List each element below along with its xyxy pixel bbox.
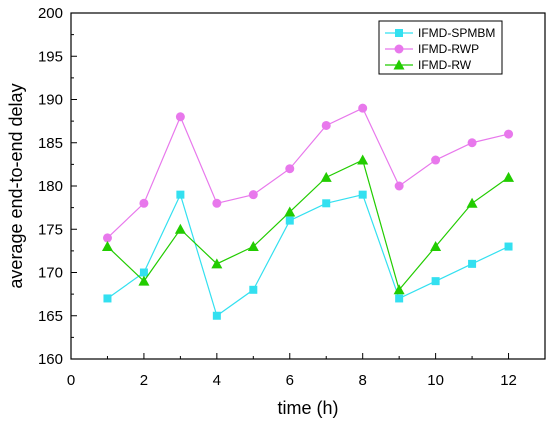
legend-label: IFMD-RW [418, 58, 472, 72]
data-point [103, 294, 112, 303]
data-point [358, 103, 368, 113]
legend: IFMD-SPMBM IFMD-RWP IFMD-RW [378, 20, 503, 75]
x-tick-label: 10 [427, 372, 444, 389]
data-point [358, 190, 367, 199]
data-point [466, 197, 478, 208]
y-tick-label: 195 [38, 48, 63, 65]
legend-label: IFMD-SPMBM [418, 26, 495, 40]
data-point [357, 154, 369, 165]
data-point [393, 284, 405, 295]
data-point [321, 120, 331, 130]
data-point [285, 164, 295, 174]
data-point [468, 259, 477, 268]
data-point [322, 199, 331, 208]
y-tick-label: 190 [38, 92, 63, 109]
data-point [320, 171, 332, 182]
data-point [176, 190, 185, 199]
data-point [212, 311, 221, 320]
legend-marker [395, 29, 403, 37]
data-point [284, 206, 296, 217]
legend-marker [394, 44, 404, 54]
legend-marker [393, 59, 405, 70]
series-ifmd-rwp [102, 103, 514, 243]
y-tick-label: 165 [38, 308, 63, 325]
x-tick-label: 4 [213, 372, 221, 389]
series-layer [101, 103, 515, 320]
series-line [107, 192, 509, 317]
data-point [248, 190, 258, 200]
ticks-layer: 0 2 4 6 8 10 12 160 165 170 175 180 185 190 195 200 [38, 5, 517, 389]
data-point [138, 275, 150, 286]
data-point [431, 155, 441, 165]
series-ifmd-spmbm [103, 190, 513, 320]
data-point [430, 241, 442, 252]
data-point [467, 138, 477, 148]
y-tick-label: 175 [38, 221, 63, 238]
data-point [101, 241, 113, 252]
data-point [504, 242, 513, 251]
data-point [212, 198, 222, 208]
x-tick-label: 8 [359, 372, 367, 389]
series-ifmd-rw [101, 154, 515, 295]
y-tick-label: 185 [38, 135, 63, 152]
y-tick-label: 160 [38, 351, 63, 368]
data-point [504, 129, 514, 139]
series-line [107, 107, 509, 239]
x-tick-label: 0 [67, 372, 75, 389]
data-point [249, 285, 258, 294]
x-tick-label: 12 [500, 372, 517, 389]
legend-label: IFMD-RWP [418, 42, 479, 56]
y-tick-label: 170 [38, 265, 63, 282]
data-point [139, 268, 148, 277]
data-point [394, 181, 404, 191]
data-point [175, 112, 185, 122]
data-point [102, 233, 112, 243]
x-tick-label: 2 [140, 372, 148, 389]
data-point [503, 171, 515, 182]
y-tick-label: 180 [38, 178, 63, 195]
y-tick-label: 200 [38, 5, 63, 22]
x-axis-title: time (h) [277, 398, 338, 418]
data-point [247, 241, 259, 252]
data-point [395, 294, 404, 303]
data-point [174, 223, 186, 234]
data-point [211, 258, 223, 269]
data-point [285, 216, 294, 225]
data-point [139, 198, 149, 208]
data-point [431, 277, 440, 286]
x-tick-label: 6 [286, 372, 294, 389]
y-axis-title: average end-to-end delay [6, 83, 26, 288]
series-line [107, 159, 509, 292]
